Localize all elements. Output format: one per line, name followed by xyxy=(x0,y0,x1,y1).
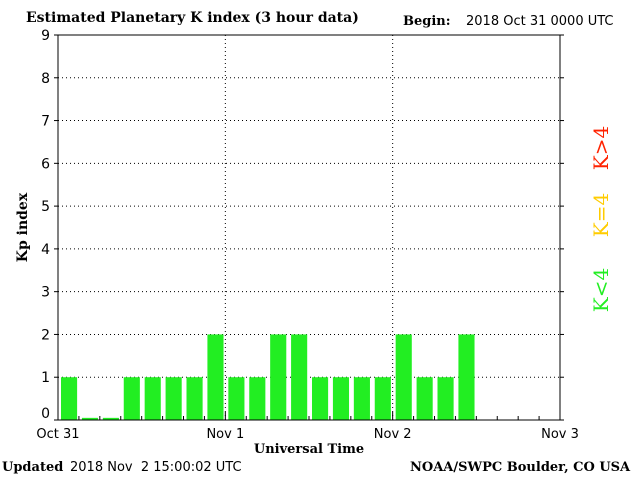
kp-bar xyxy=(249,377,266,420)
kp-bar xyxy=(332,377,350,420)
updated-label: Updated xyxy=(2,460,64,475)
kp-bar xyxy=(437,377,454,420)
plot-frame xyxy=(57,34,561,421)
kp-bar xyxy=(312,377,329,420)
x-tick-label: Nov 1 xyxy=(206,427,244,442)
kp-bar xyxy=(186,377,203,420)
y-tick-label: 7 xyxy=(41,114,50,130)
begin-label: Begin: xyxy=(403,14,451,29)
y-axis-label: Kp index xyxy=(15,192,31,262)
kp-bar xyxy=(228,377,245,420)
legend-entry: K<4 xyxy=(589,268,613,312)
x-tick-label: Nov 3 xyxy=(541,427,579,442)
kp-bar xyxy=(102,417,119,420)
kp-bar xyxy=(353,377,370,420)
kp-bar xyxy=(416,377,433,420)
kp-bar xyxy=(395,334,412,420)
legend-entry: K>4 xyxy=(589,126,613,170)
y-tick-label: 6 xyxy=(41,156,50,172)
kp-bar xyxy=(144,377,161,420)
y-tick-label: 2 xyxy=(41,327,50,343)
y-tick-label: 9 xyxy=(41,28,50,44)
kp-bar xyxy=(123,377,140,420)
begin-value: 2018 Oct 31 0000 UTC xyxy=(466,14,614,29)
y-tick-label: 8 xyxy=(41,71,50,87)
updated-timestamp: 2018 Nov 2 15:00:02 UTC xyxy=(70,460,242,475)
kp-bar xyxy=(374,377,391,420)
kp-bar xyxy=(165,377,182,420)
x-tick-label: Oct 31 xyxy=(36,427,79,442)
kp-bar xyxy=(291,334,308,420)
legend-entry: K=4 xyxy=(589,193,613,237)
y-tick-label: 1 xyxy=(41,370,50,386)
y-tick-label: 5 xyxy=(41,199,50,215)
y-tick-label: 4 xyxy=(41,242,50,258)
kp-bar xyxy=(61,377,78,420)
x-axis-label: Universal Time xyxy=(254,442,364,457)
x-tick-label: Nov 2 xyxy=(374,427,412,442)
chart-title: Estimated Planetary K index (3 hour data… xyxy=(26,10,359,26)
kp-bar xyxy=(458,334,475,420)
kp-bar xyxy=(270,334,287,420)
y-tick-label: 0 xyxy=(41,406,50,422)
kp-bar xyxy=(81,417,99,420)
credit-line: NOAA/SWPC Boulder, CO USA xyxy=(410,460,631,475)
y-tick-label: 3 xyxy=(41,285,50,301)
kp-bar xyxy=(207,334,224,420)
